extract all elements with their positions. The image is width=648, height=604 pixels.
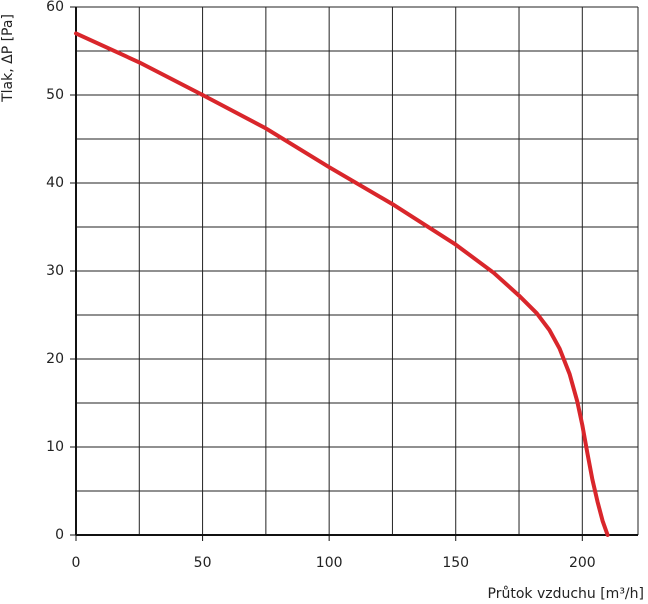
x-tick-label: 0: [72, 555, 81, 571]
x-tick-label: 50: [194, 555, 212, 571]
y-tick-label: 40: [46, 175, 64, 191]
y-axis-label: Tlak, ΔP [Pa]: [0, 14, 16, 103]
y-tick-label: 50: [46, 87, 64, 103]
x-tick-label: 150: [442, 555, 469, 571]
x-axis-label: Průtok vzduchu [m³/h]: [488, 586, 645, 602]
y-tick-label: 10: [46, 439, 64, 455]
curve: [74, 31, 610, 537]
y-tick-label: 0: [55, 527, 64, 543]
x-tick-label: 100: [316, 555, 343, 571]
x-tick-label: 200: [569, 555, 596, 571]
y-tick-label: 30: [46, 263, 64, 279]
y-tick-label: 20: [46, 351, 64, 367]
y-tick-label: 60: [46, 0, 64, 15]
